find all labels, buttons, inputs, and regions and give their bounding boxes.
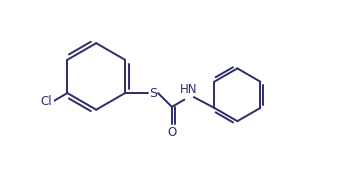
Text: Cl: Cl — [41, 95, 52, 108]
Text: O: O — [167, 126, 177, 139]
Text: HN: HN — [180, 83, 197, 96]
Text: S: S — [149, 87, 157, 100]
